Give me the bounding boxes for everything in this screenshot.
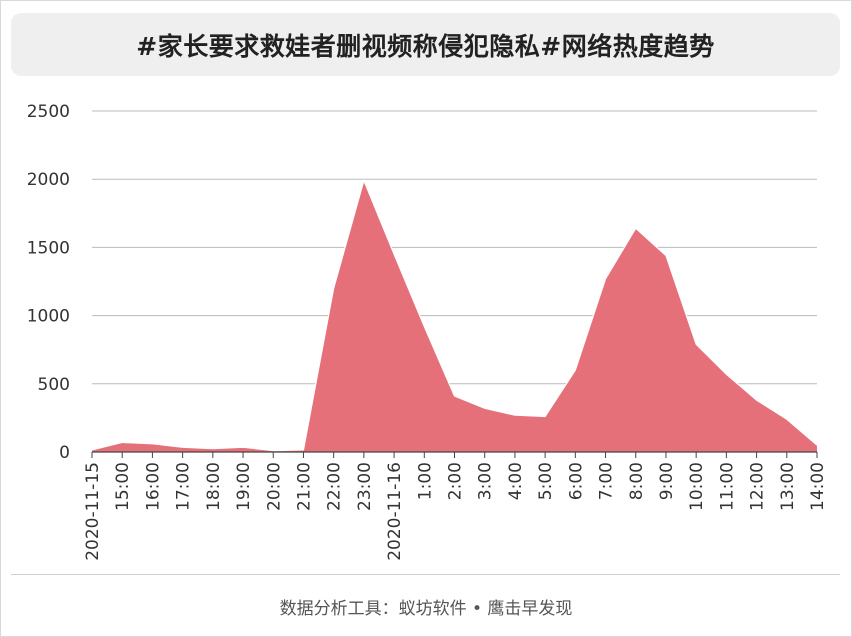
y-tick-label: 500 <box>38 375 70 395</box>
x-tick-label: 9:00 <box>657 462 677 500</box>
footer-credit: 数据分析工具：蚁坊软件 • 鹰击早发现 <box>279 599 573 619</box>
x-tick-label: 23:00 <box>355 462 375 511</box>
x-tick-label: 3:00 <box>476 462 496 500</box>
x-tick-label: 15:00 <box>113 462 133 511</box>
x-tick-label: 20:00 <box>264 462 284 511</box>
x-tick-label: 18:00 <box>204 462 224 511</box>
y-tick-label: 1500 <box>27 238 70 258</box>
area-layer <box>91 178 818 452</box>
y-tick-label: 2500 <box>27 102 70 122</box>
series-area <box>92 180 817 452</box>
x-tick-label: 2020-11-16 <box>385 462 405 561</box>
x-tick-label: 7:00 <box>597 462 617 500</box>
y-tick-label: 1000 <box>27 307 70 327</box>
x-tick-label: 11:00 <box>717 462 737 511</box>
footer-divider <box>11 574 840 575</box>
x-tick-label: 22:00 <box>325 462 345 511</box>
x-tick-label: 4:00 <box>506 462 526 500</box>
y-tick-label: 0 <box>59 443 70 463</box>
x-tick-label: 5:00 <box>536 462 556 500</box>
x-tick-label: 10:00 <box>687 462 707 511</box>
x-tick-label: 19:00 <box>234 462 254 511</box>
x-tick-label: 21:00 <box>294 462 314 511</box>
x-tick-label: 14:00 <box>808 462 828 511</box>
x-tick-label: 8:00 <box>627 462 647 500</box>
title-bar: #家长要求救娃者删视频称侵犯隐私#网络热度趋势 <box>11 13 840 76</box>
x-tick-label: 16:00 <box>143 462 163 511</box>
y-tick-label: 2000 <box>27 170 70 190</box>
x-tick-label: 13:00 <box>778 462 798 511</box>
x-tick-label: 6:00 <box>566 462 586 500</box>
x-tick-label: 2:00 <box>446 462 466 500</box>
chart-title: #家长要求救娃者删视频称侵犯隐私#网络热度趋势 <box>136 31 715 61</box>
x-tick-label: 2020-11-15 <box>83 462 103 561</box>
grid-layer <box>92 110 817 385</box>
x-tick-label: 17:00 <box>174 462 194 511</box>
x-tick-label: 1:00 <box>415 462 435 500</box>
axis-layer: 0 500 1000 1500 2000 2500 2020-11-15 15:00 16:00… <box>27 102 828 561</box>
x-tick-label: 12:00 <box>748 462 768 511</box>
